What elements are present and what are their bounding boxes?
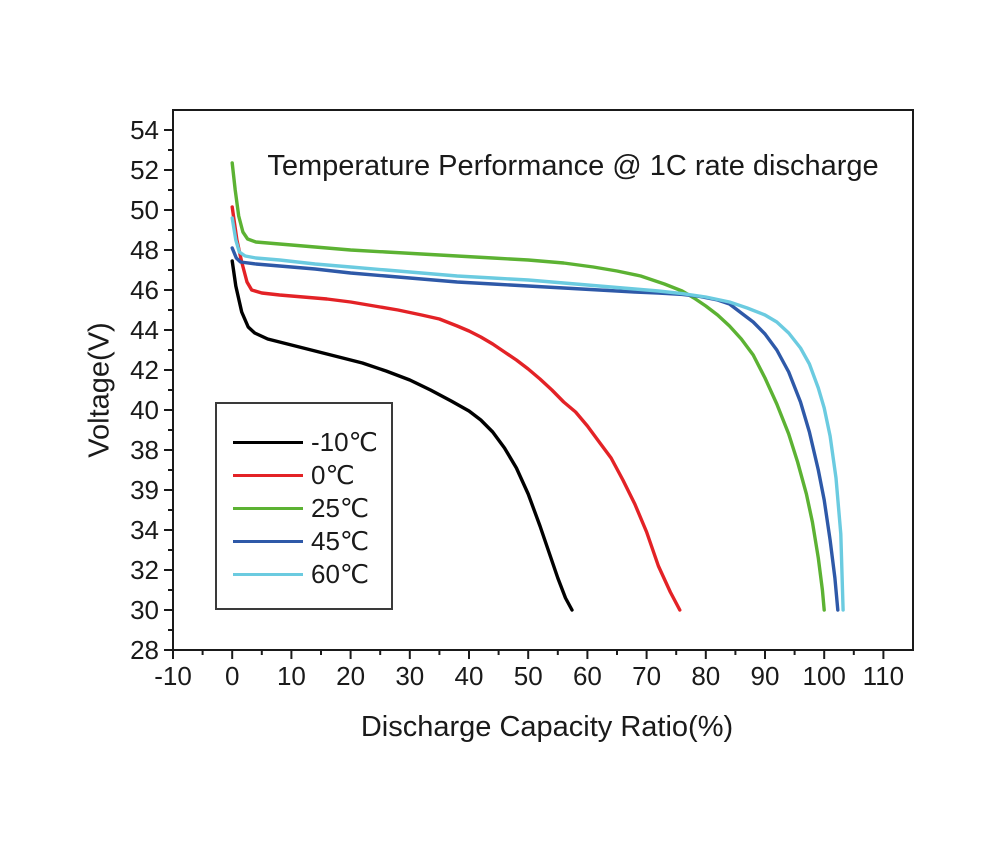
x-tick-label: 60 xyxy=(573,661,602,691)
x-tick-label: 80 xyxy=(691,661,720,691)
x-tick-label: 100 xyxy=(803,661,846,691)
series-line-4 xyxy=(230,216,845,612)
legend-line-swatch xyxy=(233,440,303,444)
y-tick-label: 39 xyxy=(130,475,159,505)
legend-line-swatch xyxy=(233,506,303,510)
y-axis-title: Voltage(V) xyxy=(83,322,116,458)
x-tick-label: 0 xyxy=(225,661,239,691)
y-tick-label: 50 xyxy=(130,195,159,225)
y-axis: 28 30 32 34 39 38 40 42 44 46 48 50 52 54 xyxy=(130,115,173,665)
legend-entry: 25℃ xyxy=(233,492,391,525)
x-tick-label: 50 xyxy=(514,661,543,691)
legend-entry: 45℃ xyxy=(233,525,391,558)
y-tick-label: 34 xyxy=(130,515,159,545)
y-tick-label: 40 xyxy=(130,395,159,425)
legend-entry-label: 0℃ xyxy=(311,460,355,490)
legend-entry: 0℃ xyxy=(233,459,391,492)
legend-line-swatch xyxy=(233,473,303,477)
y-tick-label: 54 xyxy=(130,115,159,145)
x-tick-label: 90 xyxy=(751,661,780,691)
legend-entry: -10℃ xyxy=(233,426,391,459)
x-tick-label: 20 xyxy=(336,661,365,691)
chart-title: Temperature Performance @ 1C rate discha… xyxy=(267,150,879,182)
y-tick-label: 46 xyxy=(130,275,159,305)
legend-line-swatch xyxy=(233,572,303,576)
legend-entry-label: 25℃ xyxy=(311,493,370,523)
series-line-2 xyxy=(230,161,826,612)
x-tick-label: 70 xyxy=(632,661,661,691)
y-tick-label: 30 xyxy=(130,595,159,625)
x-axis: -10 0 10 20 30 40 50 60 70 80 90 100 110 xyxy=(154,650,904,691)
plot-frame xyxy=(172,109,914,651)
legend-entry-label: 45℃ xyxy=(311,526,370,556)
y-tick-label: 44 xyxy=(130,315,159,345)
y-tick-label: 48 xyxy=(130,235,159,265)
x-tick-label: -10 xyxy=(154,661,192,691)
legend-entry: 60℃ xyxy=(233,558,391,591)
y-tick-label: 32 xyxy=(130,555,159,585)
x-tick-label: 30 xyxy=(395,661,424,691)
legend-line-swatch xyxy=(233,539,303,543)
y-tick-label: 28 xyxy=(130,635,159,665)
series-line-1 xyxy=(230,205,682,612)
legend-entry-label: -10℃ xyxy=(311,427,378,457)
legend-entry-label: 60℃ xyxy=(311,559,370,589)
y-tick-label: 52 xyxy=(130,155,159,185)
x-tick-label: 10 xyxy=(277,661,306,691)
y-tick-label: 42 xyxy=(130,355,159,385)
x-axis-title: Discharge Capacity Ratio(%) xyxy=(360,711,734,743)
y-tick-label: 38 xyxy=(130,435,159,465)
legend: -10℃ 0℃ 25℃ 45℃ 60℃ xyxy=(215,402,393,610)
x-tick-label: 110 xyxy=(863,661,904,691)
x-tick-label: 40 xyxy=(455,661,484,691)
series-line-0 xyxy=(230,259,574,612)
